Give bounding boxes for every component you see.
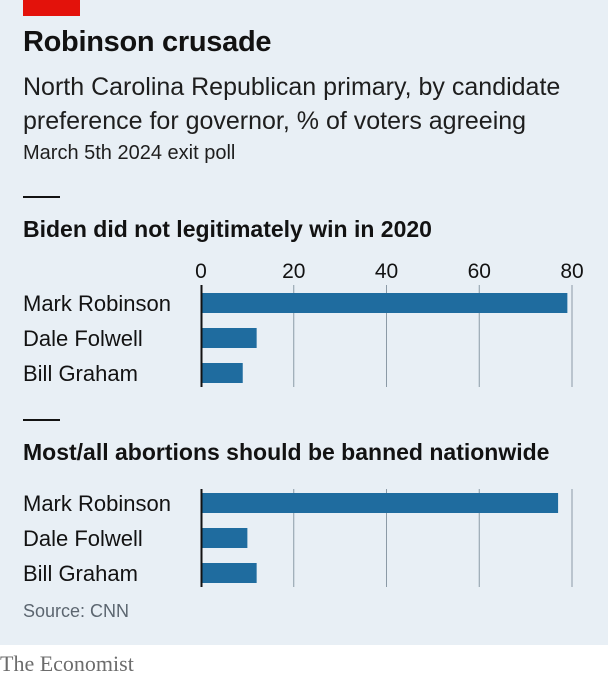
tick-label: 0 bbox=[195, 260, 207, 283]
panel-title: Most/all abortions should be banned nati… bbox=[23, 439, 549, 465]
bar bbox=[201, 293, 568, 313]
tick-label: 20 bbox=[282, 260, 305, 283]
bar-charts: Biden did not legitimately win in 2020 0 2… bbox=[23, 196, 584, 587]
source-note: Source: CNN bbox=[23, 601, 130, 621]
bar bbox=[201, 363, 243, 383]
chart-note: March 5th 2024 exit poll bbox=[23, 142, 236, 164]
category-label: Bill Graham bbox=[23, 361, 138, 386]
bar bbox=[201, 328, 257, 348]
panel-title: Biden did not legitimately win in 2020 bbox=[23, 216, 432, 242]
bar bbox=[201, 493, 559, 513]
tick-label: 80 bbox=[560, 260, 583, 283]
category-label: Dale Folwell bbox=[23, 326, 143, 351]
brand-tag bbox=[23, 0, 80, 16]
category-label: Mark Robinson bbox=[23, 291, 171, 316]
tick-label: 60 bbox=[468, 260, 491, 283]
chart-card: Robinson crusade North Carolina Republic… bbox=[0, 0, 608, 645]
category-label: Mark Robinson bbox=[23, 491, 171, 516]
publisher-logo: The Economist bbox=[0, 651, 134, 676]
chart-title: Robinson crusade bbox=[23, 26, 272, 58]
panel-rule bbox=[23, 419, 60, 421]
panel-rule bbox=[23, 196, 60, 198]
category-label: Dale Folwell bbox=[23, 526, 143, 551]
category-label: Bill Graham bbox=[23, 561, 138, 586]
chart-subtitle: North Carolina Republican primary, by ca… bbox=[23, 73, 561, 135]
tick-label: 40 bbox=[375, 260, 398, 283]
bar bbox=[201, 563, 257, 583]
bar bbox=[201, 528, 248, 548]
